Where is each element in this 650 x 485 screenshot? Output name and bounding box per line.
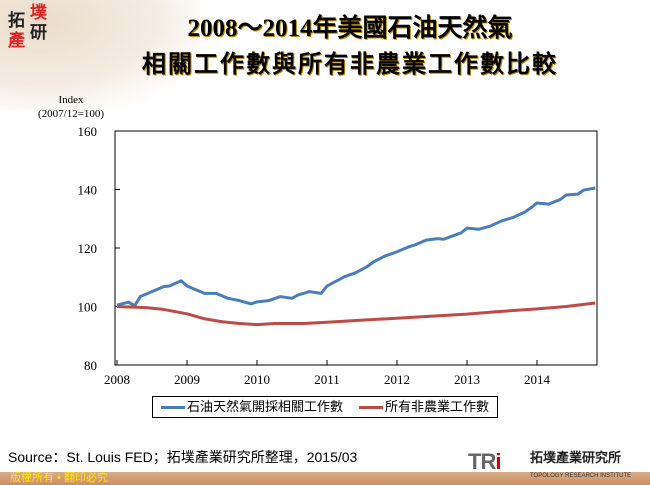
logo-char: 墣	[30, 3, 47, 23]
legend: 石油天然氣開採相關工作數 所有非農業工作數	[152, 396, 499, 418]
plot-frame	[114, 130, 598, 366]
footer-bar: 版權所有 • 翻印必究	[0, 472, 650, 485]
x-tick-label: 2010	[244, 372, 270, 387]
logo-char: 拓	[8, 11, 25, 31]
legend-item-oil-gas: 石油天然氣開採相關工作數	[161, 399, 343, 415]
background-decoration	[0, 0, 200, 110]
y-tick-label: 160	[78, 124, 98, 139]
series-line-oil-gas	[116, 186, 596, 308]
source-note: Source：St. Louis FED；拓墣產業研究所整理，2015/03	[8, 449, 358, 465]
y-tick-label: 100	[78, 300, 98, 315]
brand-name-en: TOPOLOGY RESEARCH INSTITUTE	[530, 473, 632, 479]
x-tick-label: 2012	[384, 372, 410, 387]
y-axis-label-unit: (2007/12=100)	[38, 108, 105, 120]
y-tick-label: 80	[84, 358, 97, 373]
logo-char: 產	[8, 31, 25, 51]
copyright-text: 版權所有 • 翻印必究	[10, 472, 108, 484]
x-tick-label: 2011	[314, 372, 340, 387]
series-line-nonfarm	[116, 301, 596, 327]
legend-item-nonfarm: 所有非農業工作數	[359, 399, 489, 415]
y-tick-label: 120	[78, 241, 98, 256]
x-tick-label: 2014	[524, 372, 551, 387]
x-tick-label: 2008	[104, 372, 130, 387]
legend-label: 石油天然氣開採相關工作數	[187, 399, 344, 414]
chart-title-line2: 相關工作數與所有非農業工作數比較	[142, 52, 558, 78]
x-tick-label: 2013	[454, 372, 480, 387]
x-tick-label: 2009	[174, 372, 200, 387]
y-axis-label: Index	[58, 94, 84, 106]
chart-title-line1: 2008～2014年美國石油天然氣	[187, 15, 513, 42]
logo: 拓 墣 產 研	[8, 4, 52, 50]
y-tick-label: 140	[78, 183, 98, 198]
legend-swatch	[359, 406, 384, 410]
brand-name-zh: 拓墣產業研究所	[530, 451, 622, 466]
logo-char: 研	[30, 23, 47, 43]
legend-label: 所有非農業工作數	[385, 399, 490, 414]
legend-swatch	[161, 406, 185, 410]
tri-logo: TRi	[468, 449, 501, 474]
